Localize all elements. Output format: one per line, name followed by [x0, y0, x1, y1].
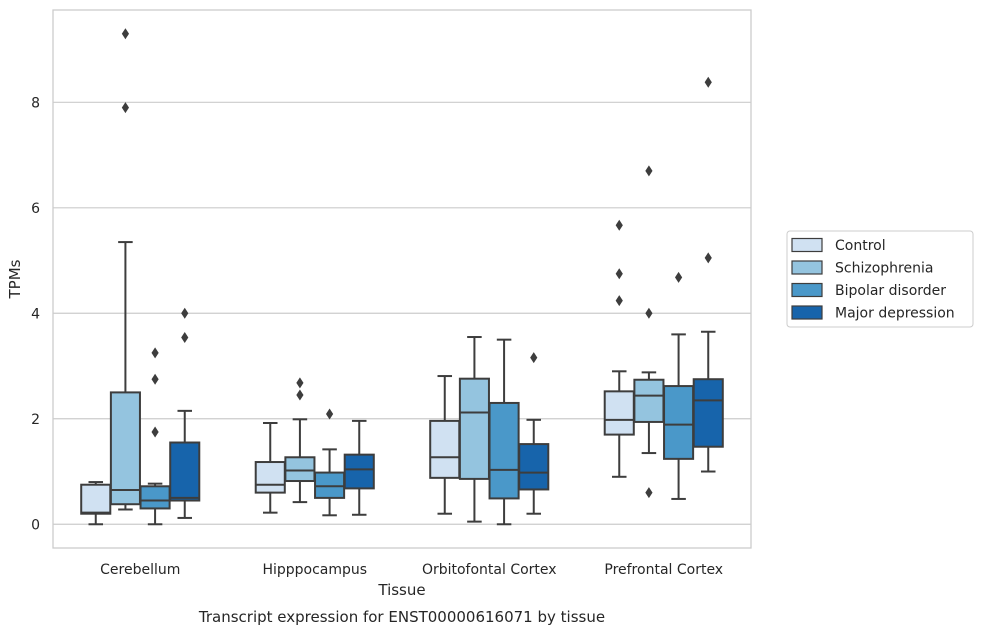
outlier-point: [296, 377, 304, 389]
x-tick-labels: Cerebellum Hipppocampus Orbitofontal Corte…: [100, 562, 723, 578]
legend-label-schizophrenia: Schizophrenia: [835, 261, 933, 277]
box-iqr: [458, 377, 490, 480]
box-iqr: [139, 485, 171, 510]
y-axis-label: TPMs: [6, 259, 24, 299]
box-hipppocampus-control: [254, 421, 286, 514]
outlier-point: [615, 219, 623, 231]
x-tick-label: Orbitofontal Cortex: [422, 562, 557, 578]
box-iqr: [169, 441, 201, 502]
box-iqr: [692, 378, 724, 448]
box-prefrontal-cortex-bipolar-disorder: [663, 271, 695, 500]
y-tick-label: 6: [31, 201, 40, 217]
legend-swatch-major-depression: [791, 305, 823, 320]
x-axis-label: Tissue: [377, 581, 425, 599]
box-cerebellum-control: [80, 481, 112, 526]
box-iqr: [663, 385, 695, 460]
y-tick-label: 0: [31, 517, 40, 533]
legend-label-control: Control: [835, 238, 886, 254]
outlier-point: [704, 76, 712, 88]
box-plot-area: [80, 28, 724, 526]
box-prefrontal-cortex-schizophrenia: [633, 165, 665, 499]
box-iqr: [488, 401, 520, 500]
box-iqr: [518, 443, 550, 491]
box-hipppocampus-bipolar-disorder: [314, 408, 346, 517]
outlier-point: [704, 252, 712, 264]
box-hipppocampus-major-depression: [343, 419, 375, 516]
legend-swatch-bipolar-disorder: [791, 282, 823, 298]
box-iqr: [633, 378, 665, 423]
outlier-point: [151, 347, 159, 359]
box-prefrontal-cortex-major-depression: [692, 76, 724, 473]
outlier-point: [151, 426, 159, 438]
outlier-point: [121, 28, 130, 40]
box-orbitofontal-cortex-major-depression: [518, 352, 550, 515]
outlier-point: [181, 307, 189, 319]
outlier-point: [674, 271, 683, 283]
outlier-point: [325, 408, 334, 420]
outlier-point: [121, 102, 130, 114]
plot-frame: [52, 9, 752, 549]
legend-label-major-depression: Major depression: [835, 306, 955, 322]
outlier-point: [530, 352, 538, 364]
box-iqr: [603, 390, 635, 436]
y-tick-label: 8: [31, 95, 40, 111]
box-cerebellum-major-depression: [169, 307, 201, 519]
box-iqr: [429, 419, 461, 479]
box-iqr: [109, 391, 141, 506]
box-iqr: [343, 453, 375, 490]
legend-frame: [786, 230, 974, 328]
box-iqr: [254, 461, 286, 494]
box-iqr: [80, 483, 112, 515]
box-prefrontal-cortex-control: [603, 219, 635, 478]
box-orbitofontal-cortex-schizophrenia: [458, 336, 490, 523]
outlier-point: [615, 268, 623, 280]
outlier-point: [645, 165, 653, 177]
box-iqr: [314, 471, 346, 499]
x-tick-label: Cerebellum: [100, 562, 180, 578]
y-tick-labels: 0 2 4 6 8: [31, 95, 40, 533]
legend: Control Schizophrenia Bipolar disorder Majo…: [786, 230, 974, 328]
box-orbitofontal-cortex-control: [429, 375, 461, 515]
outlier-point: [645, 307, 653, 319]
outlier-point: [296, 389, 304, 401]
y-tick-label: 2: [31, 412, 40, 428]
x-tick-label: Prefrontal Cortex: [604, 562, 723, 578]
x-tick-label: Hipppocampus: [262, 562, 367, 578]
box-iqr: [284, 456, 316, 483]
legend-label-bipolar-disorder: Bipolar disorder: [835, 283, 946, 299]
box-orbitofontal-cortex-bipolar-disorder: [488, 338, 520, 526]
legend-swatch-control: [791, 237, 823, 253]
outlier-point: [645, 487, 653, 499]
legend-swatch-schizophrenia: [791, 260, 823, 275]
box-cerebellum-bipolar-disorder: [139, 347, 171, 526]
outlier-point: [615, 295, 623, 307]
box-hipppocampus-schizophrenia: [284, 377, 316, 504]
chart-caption: Transcript expression for ENST0000061607…: [198, 608, 605, 626]
outlier-point: [181, 332, 189, 344]
y-tick-label: 4: [31, 306, 40, 322]
box-cerebellum-schizophrenia: [109, 28, 141, 511]
outlier-point: [151, 373, 159, 385]
